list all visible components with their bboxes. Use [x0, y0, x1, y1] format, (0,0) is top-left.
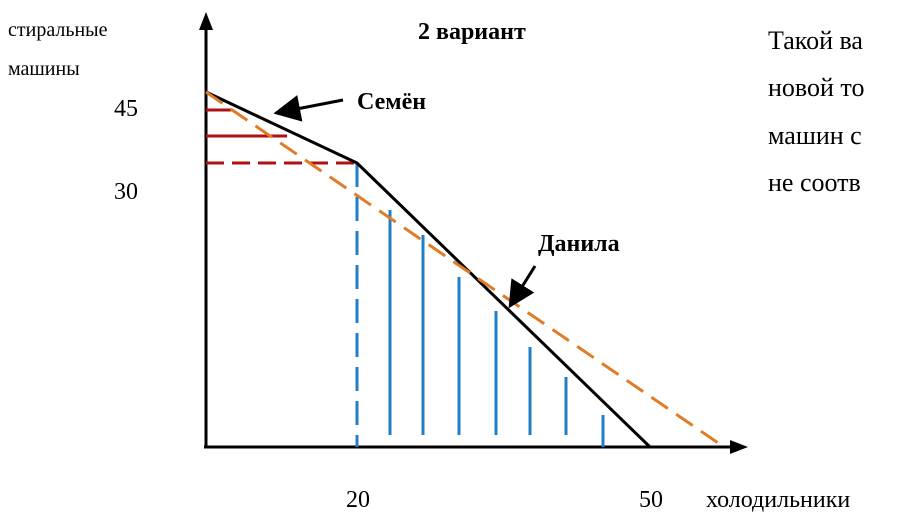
y-axis-arrow-icon	[199, 12, 213, 30]
side-text-line-3: машин с	[768, 121, 862, 150]
blue-hatch-group	[355, 163, 605, 447]
semyon-pointer-arrow-icon	[273, 95, 344, 122]
y-axis-label-line-2: машины	[8, 58, 80, 80]
danila-label: Данила	[538, 231, 620, 257]
y-tick-30: 30	[114, 179, 138, 205]
y-axis-label-line-1: стиральные	[8, 19, 108, 41]
diagram-title: 2 вариант	[418, 19, 526, 45]
x-tick-20: 20	[346, 487, 370, 513]
danila-pointer-arrow-icon	[508, 265, 537, 309]
danila-curve	[205, 90, 725, 449]
x-axis-label: холодильники	[706, 487, 851, 513]
x-axis-arrow-icon	[730, 440, 748, 454]
side-text-line-2: новой то	[768, 73, 865, 102]
semyon-label: Семён	[357, 89, 427, 115]
y-tick-45: 45	[114, 96, 138, 122]
semyon-curve	[205, 90, 652, 449]
side-text-line-1: Такой ва	[768, 26, 863, 55]
red-lines-group	[206, 108, 357, 165]
x-tick-50: 50	[639, 487, 663, 513]
side-text-line-4: не соотв	[768, 168, 861, 197]
